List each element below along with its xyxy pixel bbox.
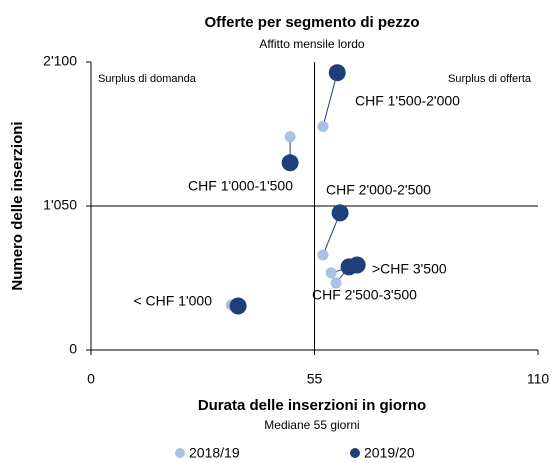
point-label: CHF 2'500-3'500 (312, 287, 417, 303)
connector (322, 72, 338, 127)
chart-title: Offerte per segmento di pezzo (204, 14, 419, 31)
legend-marker (350, 448, 360, 458)
point (330, 277, 342, 289)
x-axis-sublabel: Mediane 55 giorni (264, 418, 359, 432)
x-axis-label: Durata delle inserzioni in giorno (198, 397, 426, 414)
y-tick-label: 1'050 (43, 197, 77, 213)
point (328, 64, 346, 82)
point-label: CHF 1'000-1'500 (188, 178, 293, 194)
annotation: Surplus di domanda (98, 73, 197, 85)
point-label: < CHF 1'000 (133, 293, 212, 309)
point-label: CHF 1'500-2'000 (355, 93, 460, 109)
legend-label: 2019/20 (364, 445, 415, 461)
legend-marker (175, 448, 185, 458)
point (281, 154, 299, 172)
point-label: >CHF 3'500 (372, 261, 447, 277)
point-label: CHF 2'000-2'500 (326, 182, 431, 198)
chart-subtitle: Affitto mensile lordo (259, 37, 364, 51)
point (325, 267, 337, 279)
point (229, 297, 247, 315)
point (284, 131, 296, 143)
point (317, 120, 329, 132)
y-axis-label: Numero delle inserzioni (9, 121, 26, 290)
point (317, 249, 329, 261)
legend-label: 2018/19 (189, 445, 240, 461)
x-tick-label: 55 (307, 371, 323, 387)
y-tick-label: 0 (69, 341, 77, 357)
point (331, 204, 349, 222)
y-tick-label: 2'100 (43, 53, 77, 69)
x-tick-label: 110 (527, 371, 550, 387)
annotation: Surplus di offerta (448, 73, 532, 85)
x-tick-label: 0 (87, 371, 95, 387)
point (340, 258, 358, 276)
